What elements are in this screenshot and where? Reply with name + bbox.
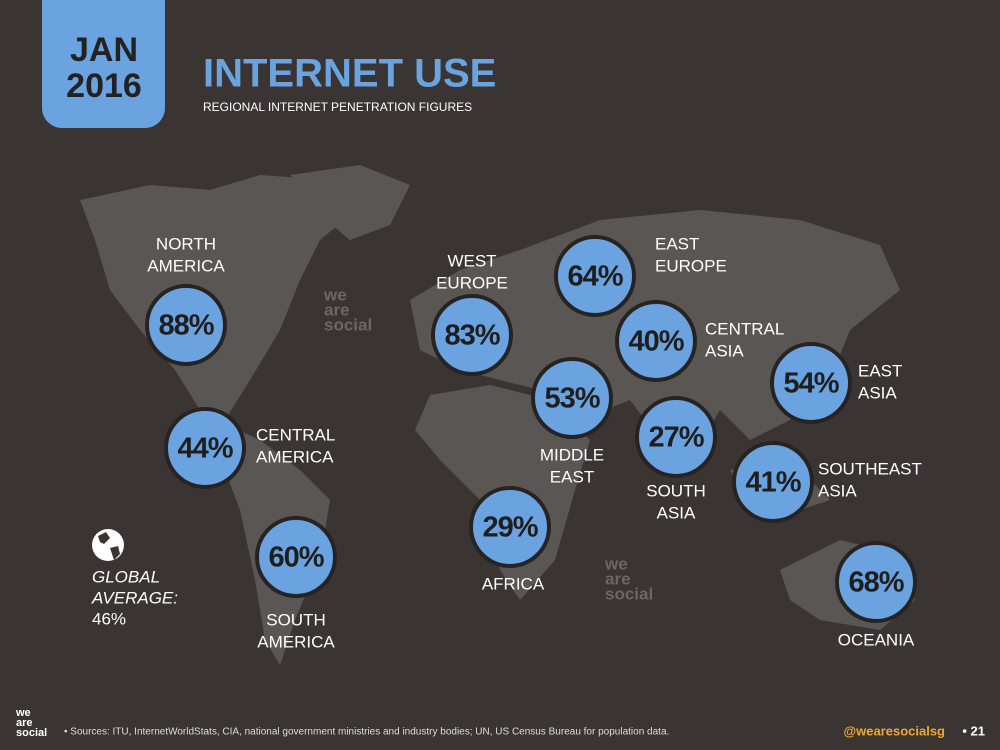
watermark: are	[324, 300, 350, 319]
region-label: EAST	[858, 361, 902, 380]
date-badge	[42, 0, 165, 128]
region-value: 29%	[482, 512, 538, 544]
region-label: AMERICA	[256, 447, 334, 466]
title: INTERNET USE	[203, 52, 496, 96]
sources: • Sources: ITU, InternetWorldStats, CIA,…	[64, 727, 669, 738]
globe-icon	[92, 529, 124, 561]
watermark: social	[324, 315, 372, 334]
region-label: WEST	[447, 251, 496, 270]
region-label: SOUTHEAST	[818, 459, 922, 478]
region-label: AMERICA	[257, 632, 335, 651]
watermark: social	[605, 584, 653, 603]
region-label: NORTH	[156, 234, 216, 253]
footer-logo: are	[16, 717, 33, 729]
footer-logo: social	[16, 727, 47, 739]
date-line: JAN	[70, 31, 138, 69]
region-label: SOUTH	[266, 610, 326, 629]
globe-land	[98, 532, 120, 560]
region-bubble	[835, 541, 917, 623]
region-label: AMERICA	[147, 256, 225, 275]
watermark: are	[605, 569, 631, 588]
region-value: 53%	[544, 383, 600, 415]
region-value: 44%	[177, 433, 233, 465]
region-value: 88%	[158, 310, 214, 342]
region-label: CENTRAL	[256, 425, 335, 444]
region-label: SOUTH	[646, 481, 706, 500]
region-value: 68%	[848, 567, 904, 599]
region-label: ASIA	[705, 341, 744, 360]
region-bubble	[554, 235, 636, 317]
region-label: MIDDLE	[540, 445, 604, 464]
region-label: EAST	[655, 234, 699, 253]
region-label: EAST	[550, 467, 594, 486]
region-value: 41%	[745, 467, 801, 499]
region-value: 83%	[444, 320, 500, 352]
region-value: 64%	[567, 261, 623, 293]
region-label: OCEANIA	[838, 630, 915, 649]
global-average: GLOBAL	[92, 567, 160, 586]
global-average: AVERAGE:	[91, 588, 178, 607]
region-bubble	[164, 407, 246, 489]
region-bubble	[732, 441, 814, 523]
watermark: we	[604, 554, 628, 573]
region-label: ASIA	[657, 503, 696, 522]
handle: @wearesocialsg	[843, 723, 945, 738]
date-line: 2016	[66, 67, 142, 105]
region-label: AFRICA	[482, 574, 545, 593]
region-bubble	[770, 342, 852, 424]
global-average: 46%	[92, 609, 126, 628]
region-label: EUROPE	[655, 256, 727, 275]
region-bubble	[255, 516, 337, 598]
region-label: CENTRAL	[705, 319, 784, 338]
region-bubble	[145, 284, 227, 366]
region-value: 27%	[648, 422, 704, 454]
region-bubble	[431, 294, 513, 376]
region-bubble	[635, 396, 717, 478]
page-number: • 21	[962, 723, 985, 738]
region-value: 60%	[268, 542, 324, 574]
subtitle: REGIONAL INTERNET PENETRATION FIGURES	[203, 100, 472, 114]
region-bubble	[531, 357, 613, 439]
region-label: ASIA	[818, 481, 857, 500]
footer-logo: we	[15, 707, 31, 719]
region-label: ASIA	[858, 383, 897, 402]
region-value: 40%	[628, 326, 684, 358]
region-bubble	[469, 486, 551, 568]
region-bubble	[615, 300, 697, 382]
watermark: we	[323, 285, 347, 304]
region-value: 54%	[783, 368, 839, 400]
region-label: EUROPE	[436, 273, 508, 292]
